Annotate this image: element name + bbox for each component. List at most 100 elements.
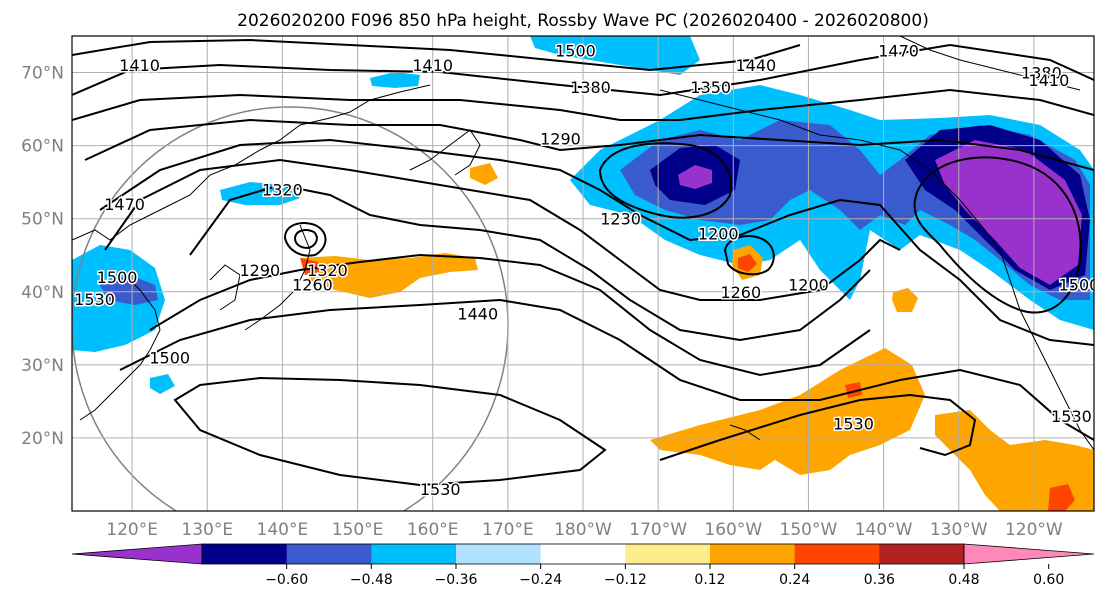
colorbar-tick-label: −0.12 <box>604 572 647 588</box>
contour-label: 1290 <box>240 261 281 280</box>
colorbar-segment <box>371 544 457 564</box>
lon-tick-label: 120°E <box>106 520 158 540</box>
pos-anomaly-japan-core <box>300 258 322 275</box>
colorbar-segment <box>286 544 372 564</box>
map-frame <box>71 35 1095 512</box>
colorbar-segment <box>879 544 965 564</box>
height-contour <box>99 138 1094 346</box>
contour-label: 1260 <box>720 283 761 302</box>
height-contour-closed-low-east <box>913 156 1082 314</box>
contour-label: 1470 <box>104 195 145 214</box>
lon-tick-label: 130°E <box>181 520 233 540</box>
coastline-korea <box>209 264 241 311</box>
neg-anomaly-japan-sea <box>220 182 300 205</box>
colorbar-tick-label: 0.12 <box>694 572 725 588</box>
height-contour-closed-low-japan-inner <box>293 229 318 250</box>
coastline-arctic <box>899 36 1081 91</box>
coastline-japan <box>244 224 311 331</box>
contour-label: 1290 <box>540 129 581 148</box>
height-contour <box>189 183 871 342</box>
contour-label: 1500 <box>555 42 596 61</box>
contour-label: 1380 <box>1021 64 1062 83</box>
height-contour <box>72 38 801 72</box>
colorbar-segment <box>710 544 796 564</box>
height-contour <box>149 253 871 377</box>
latitude-tick-labels: 70°N 60°N 50°N 40°N 30°N 20°N <box>21 64 64 449</box>
lat-tick-label: 30°N <box>21 356 64 376</box>
height-contour-subtropical-east <box>659 393 977 461</box>
pos-anomaly-okhotsk <box>470 163 498 185</box>
lat-tick-label: 40°N <box>21 283 64 303</box>
contour-label: 1200 <box>698 224 739 243</box>
height-contour-closed-low-mid <box>723 235 775 276</box>
pos-anomaly-low-center-core <box>738 254 757 272</box>
colorbar-frame <box>201 543 965 565</box>
contour-label: 1410 <box>412 56 453 75</box>
pos-anomaly-subtropical-core <box>845 382 862 398</box>
lon-tick-label: 140°E <box>257 520 309 540</box>
lon-tick-label: 120°W <box>1005 520 1063 540</box>
height-contour-closed-high <box>173 376 607 487</box>
pos-anomaly-subtropical <box>650 348 925 475</box>
contour-label: 1230 <box>600 210 641 229</box>
coastline-north-america <box>999 249 1094 451</box>
contour-label: 1530 <box>420 480 461 499</box>
colorbar-tick-label: 0.24 <box>779 572 810 588</box>
colorbar: −0.60 −0.48 −0.36 −0.24 −0.12 0.12 0.24 0.36 0.4… <box>71 543 1095 588</box>
lon-tick-label: 170°W <box>629 520 687 540</box>
contour-label: 1530 <box>74 290 115 309</box>
longitude-tick-labels: 120°E 130°E 140°E 150°E 160°E 170°E 180°W 170°W… <box>106 520 1063 540</box>
colorbar-segment <box>625 544 711 564</box>
lon-tick-label: 150°E <box>332 520 384 540</box>
contour-label: 1200 <box>788 275 829 294</box>
lat-tick-label: 60°N <box>21 137 64 157</box>
neg-anomaly-china-core <box>100 275 158 305</box>
neg-anomaly-kamchatka-patch <box>370 72 420 88</box>
colorbar-segment <box>540 544 626 564</box>
colorbar-tick-label: −0.48 <box>350 572 393 588</box>
lat-tick-label: 20°N <box>21 429 64 449</box>
neg-anomaly-deep-east <box>935 140 1082 285</box>
lon-tick-label: 170°E <box>482 520 534 540</box>
contour-label: 1410 <box>119 56 160 75</box>
neg-anomaly-arctic-strip <box>530 36 700 75</box>
pos-anomaly-east-tropics-core <box>1048 484 1075 511</box>
colorbar-segment <box>456 544 542 564</box>
contour-label: 1500 <box>97 268 138 287</box>
lon-tick-label: 150°W <box>780 520 838 540</box>
coastline-hawaii <box>729 424 761 441</box>
height-contour-closed-low-japan <box>283 222 327 257</box>
lon-tick-label: 130°W <box>930 520 988 540</box>
colorbar-segment <box>202 544 288 564</box>
height-contours <box>72 38 1094 487</box>
colorbar-tick-label: −0.60 <box>265 572 308 588</box>
lon-tick-label: 140°W <box>855 520 913 540</box>
neg-anomaly-taiwan-patch <box>150 374 175 394</box>
lon-tick-label: 180°W <box>554 520 612 540</box>
colorbar-extend-low <box>71 543 203 565</box>
lon-tick-label: 160°E <box>407 520 459 540</box>
contour-label: 1410 <box>1029 71 1070 90</box>
lon-tick-label: 160°W <box>704 520 762 540</box>
lat-tick-label: 50°N <box>21 210 64 230</box>
colorbar-tick-label: 0.60 <box>1033 572 1064 588</box>
height-contour <box>104 158 901 301</box>
height-contour-closed-low-west <box>598 142 732 219</box>
contour-label: 1500 <box>149 349 190 368</box>
anomaly-shading <box>72 36 1094 511</box>
colorbar-tick-label: −0.36 <box>435 572 478 588</box>
pos-anomaly-small-patch <box>892 288 918 312</box>
colorbar-tick-label: −0.24 <box>519 572 562 588</box>
neg-anomaly-deep-west <box>678 165 712 189</box>
contour-label: 1530 <box>833 414 874 433</box>
contour-label: 1260 <box>292 275 333 294</box>
contour-label: 1380 <box>570 78 611 97</box>
contour-label: 1320 <box>262 180 303 199</box>
height-contour <box>72 43 1094 97</box>
colorbar-tick-label: 0.48 <box>948 572 979 588</box>
contour-label: 1500 <box>1059 275 1100 294</box>
height-contour <box>84 118 1094 171</box>
height-contour <box>72 88 1094 121</box>
